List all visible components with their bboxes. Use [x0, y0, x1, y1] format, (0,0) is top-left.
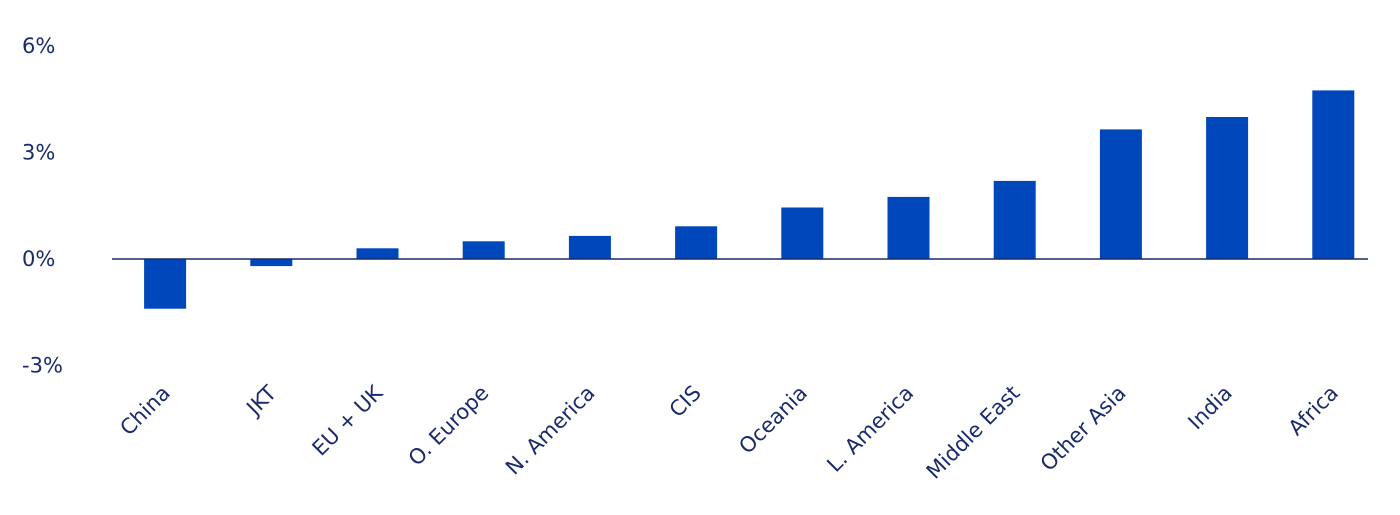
- bar-l-america: [887, 196, 930, 259]
- x-tick-label: L. America: [822, 381, 918, 477]
- x-tick-label: Other Asia: [1036, 381, 1131, 476]
- bar-china: [144, 259, 187, 309]
- x-tick-label: JKT: [241, 381, 282, 422]
- bar-jkt: [250, 259, 293, 267]
- x-tick-label: Oceania: [734, 381, 812, 459]
- bar-oceania: [781, 207, 824, 259]
- y-tick-label: -3%: [22, 354, 63, 378]
- x-tick-label: China: [115, 381, 174, 440]
- y-tick-label: 6%: [22, 34, 55, 58]
- x-tick-label: CIS: [665, 381, 706, 422]
- bar-n-america: [568, 235, 611, 259]
- y-tick-label: 3%: [22, 141, 55, 165]
- bar-cis: [675, 226, 718, 259]
- bar-o-europe: [462, 241, 505, 260]
- x-tick-label: Africa: [1284, 381, 1343, 440]
- bar-india: [1206, 117, 1249, 259]
- bar-other-asia: [1099, 129, 1142, 259]
- bar-africa: [1312, 90, 1355, 260]
- x-tick-label: O. Europe: [404, 381, 494, 471]
- bar-middle-east: [993, 180, 1036, 259]
- y-tick-label: 0%: [22, 247, 55, 271]
- y-axis: 6% 3% 0% -3%: [22, 34, 63, 378]
- x-tick-label: N. America: [501, 381, 600, 480]
- bars: [144, 90, 1355, 309]
- x-axis: China JKT EU + UK O. Europe N. America CIS Oce…: [115, 380, 1343, 484]
- x-tick-label: Middle East: [922, 381, 1025, 484]
- x-tick-label: India: [1183, 381, 1236, 434]
- bar-eu-uk: [356, 248, 399, 259]
- x-tick-label: EU + UK: [308, 380, 389, 461]
